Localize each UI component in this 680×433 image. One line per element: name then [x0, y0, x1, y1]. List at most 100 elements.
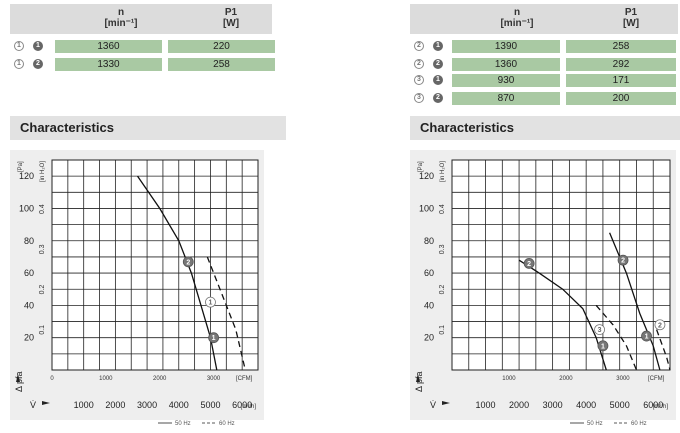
curve-marker: [523, 257, 535, 269]
x-tick-label-m3h: 4000: [169, 400, 189, 410]
n-unit: [min⁻¹]: [104, 18, 138, 29]
badge-outline: 1: [14, 59, 24, 69]
table-header: n [min⁻¹] P1 [W]: [410, 4, 678, 34]
n-value: 930: [452, 74, 560, 87]
n-header: n [min⁻¹]: [462, 7, 572, 29]
x-unit-m3h: [m³/h]: [653, 404, 669, 410]
badge-outline: 3: [414, 75, 424, 85]
x-unit-cfm: [CFM]: [648, 376, 665, 382]
table-row: 1 2 1330 258: [0, 58, 280, 72]
table-row: 2 1 1390 258: [400, 40, 680, 54]
table-row: 1 1 1360 220: [0, 40, 280, 54]
x-tick-label-m3h: 2000: [509, 400, 529, 410]
n-label: n: [117, 7, 125, 18]
y-arrow-icon: [416, 374, 420, 382]
x-arrow-icon: [42, 401, 50, 405]
x-unit-m3h: [m³/h]: [241, 404, 257, 410]
x-tick-label-cfm: 1000: [502, 376, 516, 382]
legend-label: 50 Hz: [175, 421, 191, 427]
y-tick-label-pa: 80: [424, 236, 434, 246]
y-tick-label-inh2o: 0.1: [439, 325, 446, 335]
section-title: Characteristics: [410, 116, 680, 140]
x-tick-label-cfm: 2000: [559, 376, 573, 382]
badge-outline: 1: [14, 41, 24, 51]
p-unit: [W]: [222, 18, 240, 29]
curve-marker: [208, 332, 220, 344]
p-value: 258: [566, 40, 676, 53]
n-value: 1360: [452, 58, 560, 71]
curve-marker: [641, 330, 652, 342]
n-value: 1390: [452, 40, 560, 53]
x-axis-symbol: V̇: [30, 400, 36, 410]
curve-marker-label: 3: [598, 327, 602, 334]
y-tick-label-pa: 120: [19, 171, 34, 181]
p-label: P1: [624, 7, 638, 18]
badge-outline: 2: [414, 59, 424, 69]
y-unit-pa: [Pa]: [18, 161, 24, 172]
y-tick-label-inh2o: 0.2: [39, 285, 46, 295]
curve-marker-label: 1: [209, 300, 213, 307]
y-tick-label-inh2o: 0.4: [39, 204, 46, 214]
badge-outline: 3: [414, 93, 424, 103]
badge-filled: 2: [33, 59, 43, 69]
n-value: 1360: [55, 40, 162, 53]
y-tick-label-inh2o: 0.4: [439, 204, 446, 214]
plot-area: [451, 159, 671, 371]
n-label: n: [513, 7, 521, 18]
y-tick-label-inh2o: 0.2: [439, 285, 446, 295]
y-unit-inh2o: [in H₂O]: [440, 161, 446, 182]
y-tick-label-pa: 80: [24, 236, 34, 246]
x-arrow-icon: [442, 401, 450, 405]
table-row: 3 2 870 200: [400, 92, 680, 106]
series-line: [518, 259, 607, 371]
p-value: 200: [566, 92, 676, 105]
section-title: Characteristics: [10, 116, 286, 140]
y-tick-label-pa: 40: [24, 300, 34, 310]
curve-marker-label: 2: [186, 259, 190, 266]
y-tick-label-pa: 20: [24, 333, 34, 343]
curve-marker: [594, 324, 605, 336]
badge-filled: 2: [433, 59, 443, 69]
x-tick-label-m3h: 1000: [74, 400, 94, 410]
curve-marker-label: 1: [601, 343, 605, 350]
p-value: 171: [566, 74, 676, 87]
x-tick-label-m3h: 4000: [576, 400, 596, 410]
p-label: P1: [224, 7, 238, 18]
badge-outline: 2: [414, 41, 424, 51]
legend-label: 50 Hz: [587, 421, 603, 427]
curve-marker-label: 2: [621, 258, 625, 265]
badge-filled: 2: [433, 93, 443, 103]
table-header: n [min⁻¹] P1 [W]: [10, 4, 272, 34]
x-tick-label-m3h: 5000: [610, 400, 630, 410]
x-tick-label-m3h: 5000: [200, 400, 220, 410]
y-unit-pa: [Pa]: [418, 161, 424, 172]
x-tick-label-cfm: 1000: [99, 376, 113, 382]
n-unit: [min⁻¹]: [500, 18, 534, 29]
series-line: [595, 304, 638, 371]
y-tick-label-inh2o: 0.1: [39, 325, 46, 335]
y-tick-label-pa: 60: [424, 268, 434, 278]
curve-marker: [617, 254, 629, 266]
p-value: 258: [168, 58, 275, 71]
curve-marker: [597, 340, 609, 352]
y-tick-label-pa: 60: [24, 268, 34, 278]
curve-marker-label: 1: [645, 334, 649, 341]
legend-label: 60 Hz: [631, 421, 647, 427]
p-value: 220: [168, 40, 275, 53]
y-tick-label-inh2o: 0.3: [39, 244, 46, 254]
curve-marker: [205, 296, 216, 308]
x-tick-label-m3h: 6000: [643, 400, 663, 410]
p-header: P1 [W]: [176, 7, 286, 29]
x-unit-cfm: [CFM]: [236, 376, 253, 382]
badge-filled: 1: [433, 41, 443, 51]
n-value: 1330: [55, 58, 162, 71]
table-row: 2 2 1360 292: [400, 58, 680, 72]
x-tick-label-cfm: 2000: [153, 376, 167, 382]
curve-marker-label: 1: [212, 335, 216, 342]
x-tick-label-cfm: 3000: [207, 376, 221, 382]
x-tick-label-m3h: 2000: [105, 400, 125, 410]
y-tick-label-pa: 40: [424, 300, 434, 310]
legend-label: 60 Hz: [219, 421, 235, 427]
curve-marker-label: 2: [658, 322, 662, 329]
